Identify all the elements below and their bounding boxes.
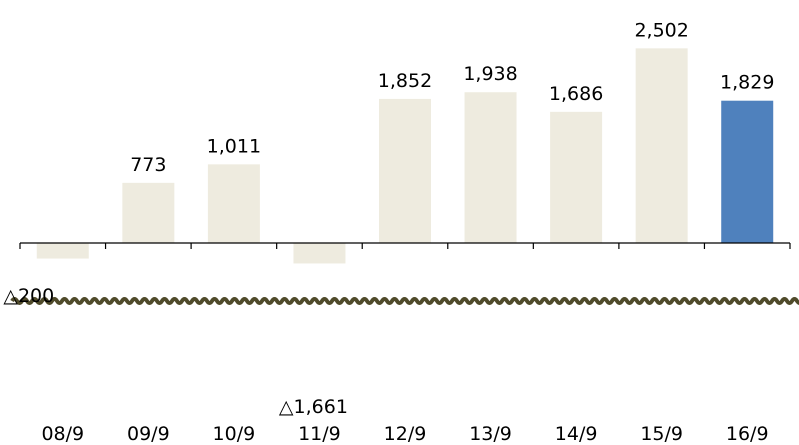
bar-13-9 [464, 92, 517, 243]
value-label: 1,829 [720, 72, 774, 94]
bar-12-9 [379, 98, 431, 243]
bar-16-9 [721, 100, 774, 243]
bar-15-9 [635, 48, 688, 244]
bar-09-9 [122, 182, 175, 243]
category-label: 11/9 [298, 423, 341, 445]
axis-break-line [10, 297, 799, 305]
category-label: 13/9 [469, 423, 512, 445]
value-label: 1,852 [378, 70, 432, 92]
value-label: 2,502 [634, 19, 688, 41]
category-label: 10/9 [213, 423, 256, 445]
category-label: 14/9 [555, 423, 598, 445]
bars-layer [36, 48, 774, 264]
x-axis-ticks [19, 243, 791, 249]
value-labels: △200 773 1,011 △1,661 1,852 1,938 1,686 2,502 1,… [3, 19, 774, 418]
category-label: 12/9 [384, 423, 427, 445]
category-label: 16/9 [726, 423, 769, 445]
category-label: 09/9 [127, 423, 170, 445]
value-label: 1,938 [463, 63, 517, 85]
value-label: △1,661 [279, 396, 348, 418]
category-labels: 08/9 09/9 10/9 11/9 12/9 13/9 14/9 15/9 16/9 [41, 423, 768, 445]
bar-11-9 [293, 243, 346, 264]
value-label: 773 [130, 154, 166, 176]
category-label: 15/9 [640, 423, 683, 445]
value-label: △200 [3, 285, 54, 307]
value-label: 1,686 [549, 83, 603, 105]
category-label: 08/9 [41, 423, 84, 445]
bar-08-9 [36, 243, 89, 259]
bar-10-9 [207, 164, 260, 243]
bar-14-9 [550, 111, 603, 244]
value-label: 1,011 [207, 135, 261, 157]
